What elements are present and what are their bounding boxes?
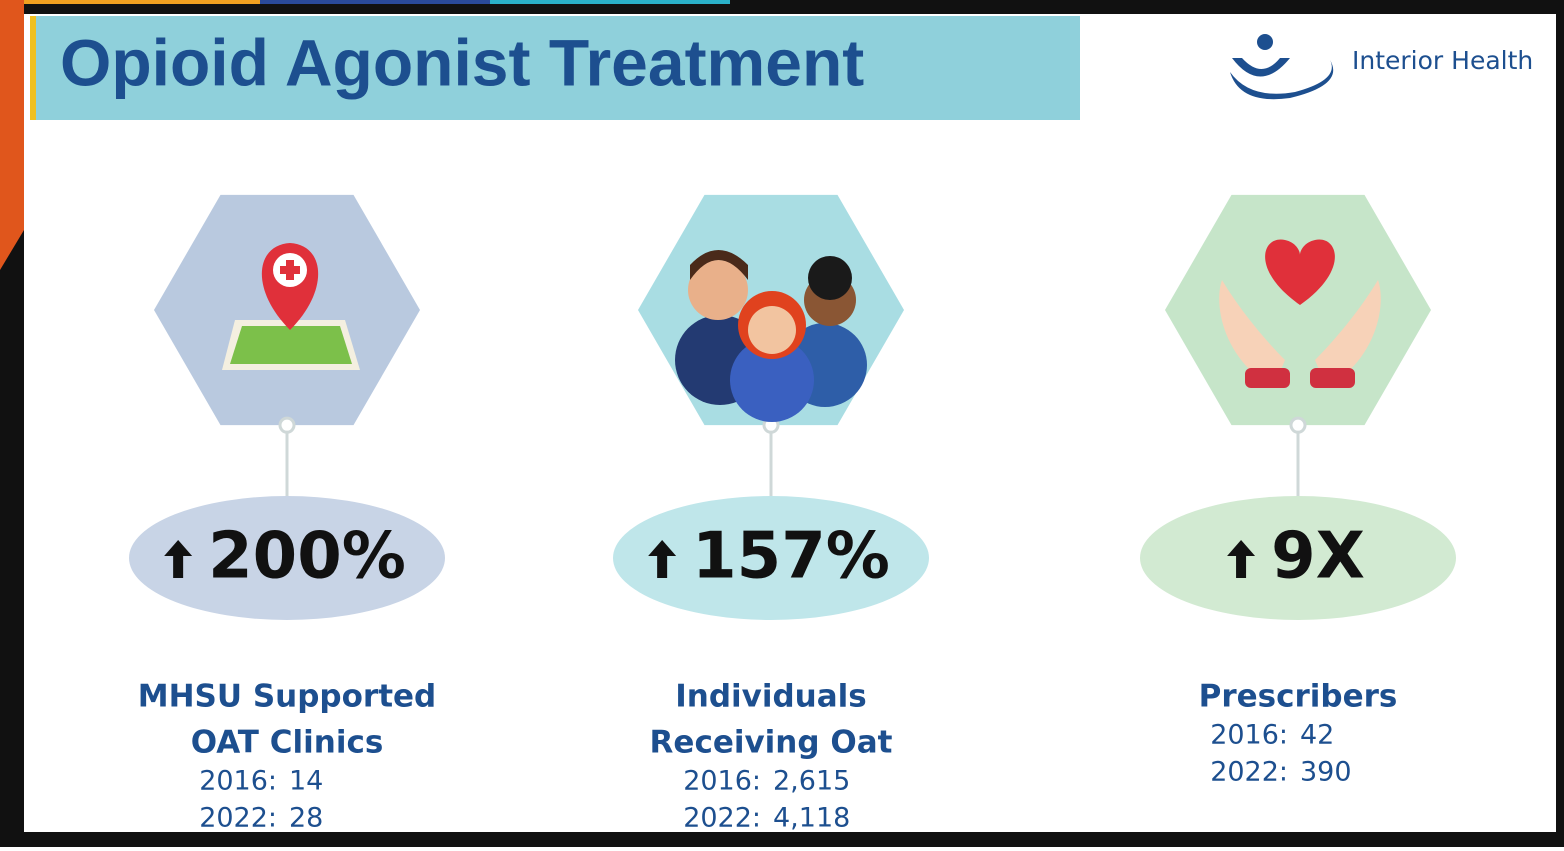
year: 2022:: [1210, 757, 1288, 788]
year-value: 390: [1300, 757, 1352, 788]
infographic: Opioid Agonist Treatment Interior Health…: [0, 0, 1564, 847]
card-label: MHSU Supported: [138, 679, 436, 715]
year-value: 14: [289, 766, 323, 797]
year: 2022:: [199, 803, 277, 834]
card-label: Prescribers: [1199, 679, 1398, 715]
stat-value: 9X: [1271, 520, 1365, 594]
accent-bar: [490, 0, 730, 4]
card-label: OAT Clinics: [191, 725, 384, 761]
accent-stripe: [0, 0, 24, 270]
right-border: [1556, 0, 1564, 847]
accent-bar: [260, 0, 490, 4]
banner-accent: [30, 16, 36, 120]
title: Opioid Agonist Treatment: [60, 25, 864, 99]
logo-text: Interior Health: [1352, 46, 1533, 75]
card-label: Individuals: [675, 679, 867, 715]
connector-dot: [280, 418, 294, 432]
stat-value: 200%: [208, 520, 406, 594]
year: 2016:: [199, 766, 277, 797]
stat-value: 157%: [692, 520, 890, 594]
year-value: 42: [1300, 720, 1334, 751]
connector-dot: [1291, 418, 1305, 432]
card-label: Receiving Oat: [650, 725, 893, 761]
year: 2016:: [1210, 720, 1288, 751]
year: 2022:: [683, 803, 761, 834]
accent-bar: [0, 0, 260, 4]
year: 2016:: [683, 766, 761, 797]
year-value: 2,615: [773, 766, 850, 797]
year-value: 28: [289, 803, 323, 834]
bottom-border: [0, 832, 1564, 847]
year-value: 4,118: [773, 803, 850, 834]
